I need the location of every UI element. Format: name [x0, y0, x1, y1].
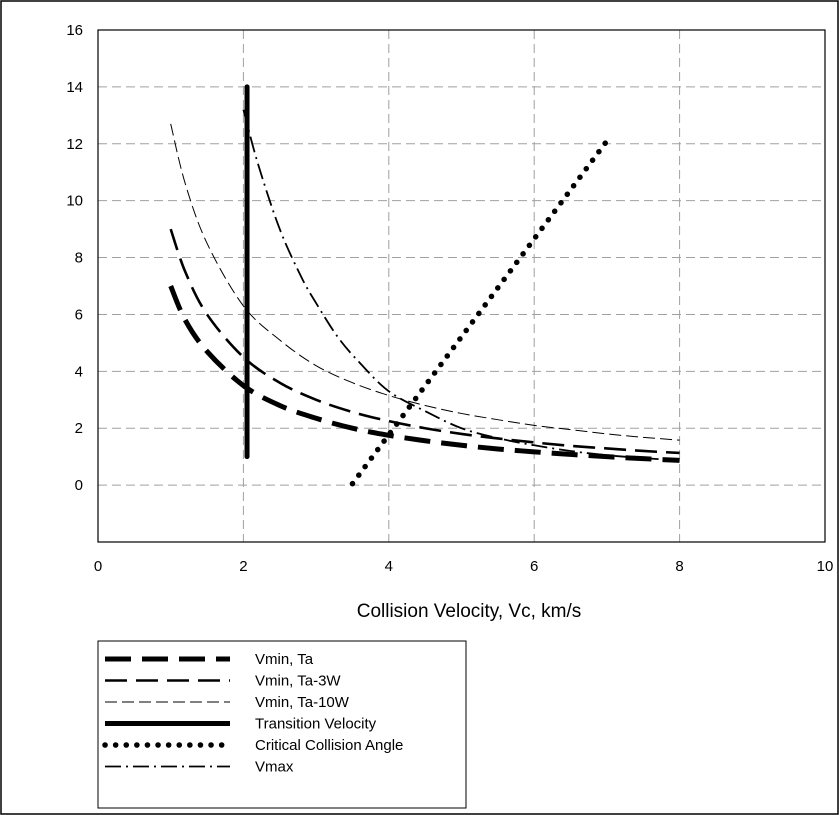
series-line-critical-collision-angle	[349, 138, 610, 487]
x-tick-label: 4	[385, 558, 393, 575]
series-line-vmin-ta-10w	[170, 123, 680, 441]
x-tick-label: 6	[530, 558, 538, 575]
legend-label-vmin-ta: Vmin, Ta	[255, 651, 314, 668]
y-tick-label: 4	[75, 363, 83, 380]
y-tick-label: 12	[66, 136, 83, 153]
legend-label-critical-collision-angle: Critical Collision Angle	[255, 737, 403, 754]
y-tick-label: 0	[75, 477, 83, 494]
plot-area-border	[97, 29, 826, 543]
series-line-vmin-ta-3w	[169, 228, 680, 455]
y-tick-label: 6	[75, 306, 83, 323]
y-tick-label: 14	[66, 79, 83, 96]
series-line-vmax	[242, 109, 680, 462]
y-tick-label: 2	[75, 420, 83, 437]
grid-lines	[98, 30, 825, 542]
y-tick-label: 16	[66, 22, 83, 39]
legend-label-transition-velocity: Transition Velocity	[255, 716, 377, 733]
x-axis-title: Collision Velocity, Vc, km/s	[357, 601, 582, 622]
series-lines	[168, 84, 680, 487]
legend-label-vmin-ta-3w: Vmin, Ta-3W	[255, 673, 341, 690]
tick-labels: 0 2 4 6 8 10 0 2 4 6 8 10 12 14 16	[66, 22, 833, 575]
series-line-vmin-ta	[168, 285, 680, 463]
x-tick-label: 0	[94, 558, 102, 575]
x-tick-label: 10	[817, 558, 834, 575]
y-tick-label: 8	[75, 250, 83, 267]
legend-label-vmax: Vmax	[255, 759, 294, 776]
legend: Vmin, Ta Vmin, Ta-3W Vmin, Ta-10W Transitio…	[102, 651, 403, 776]
y-tick-label: 10	[66, 193, 83, 210]
x-tick-label: 2	[239, 558, 247, 575]
legend-label-vmin-ta-10w: Vmin, Ta-10W	[255, 694, 350, 711]
x-tick-label: 8	[675, 558, 683, 575]
